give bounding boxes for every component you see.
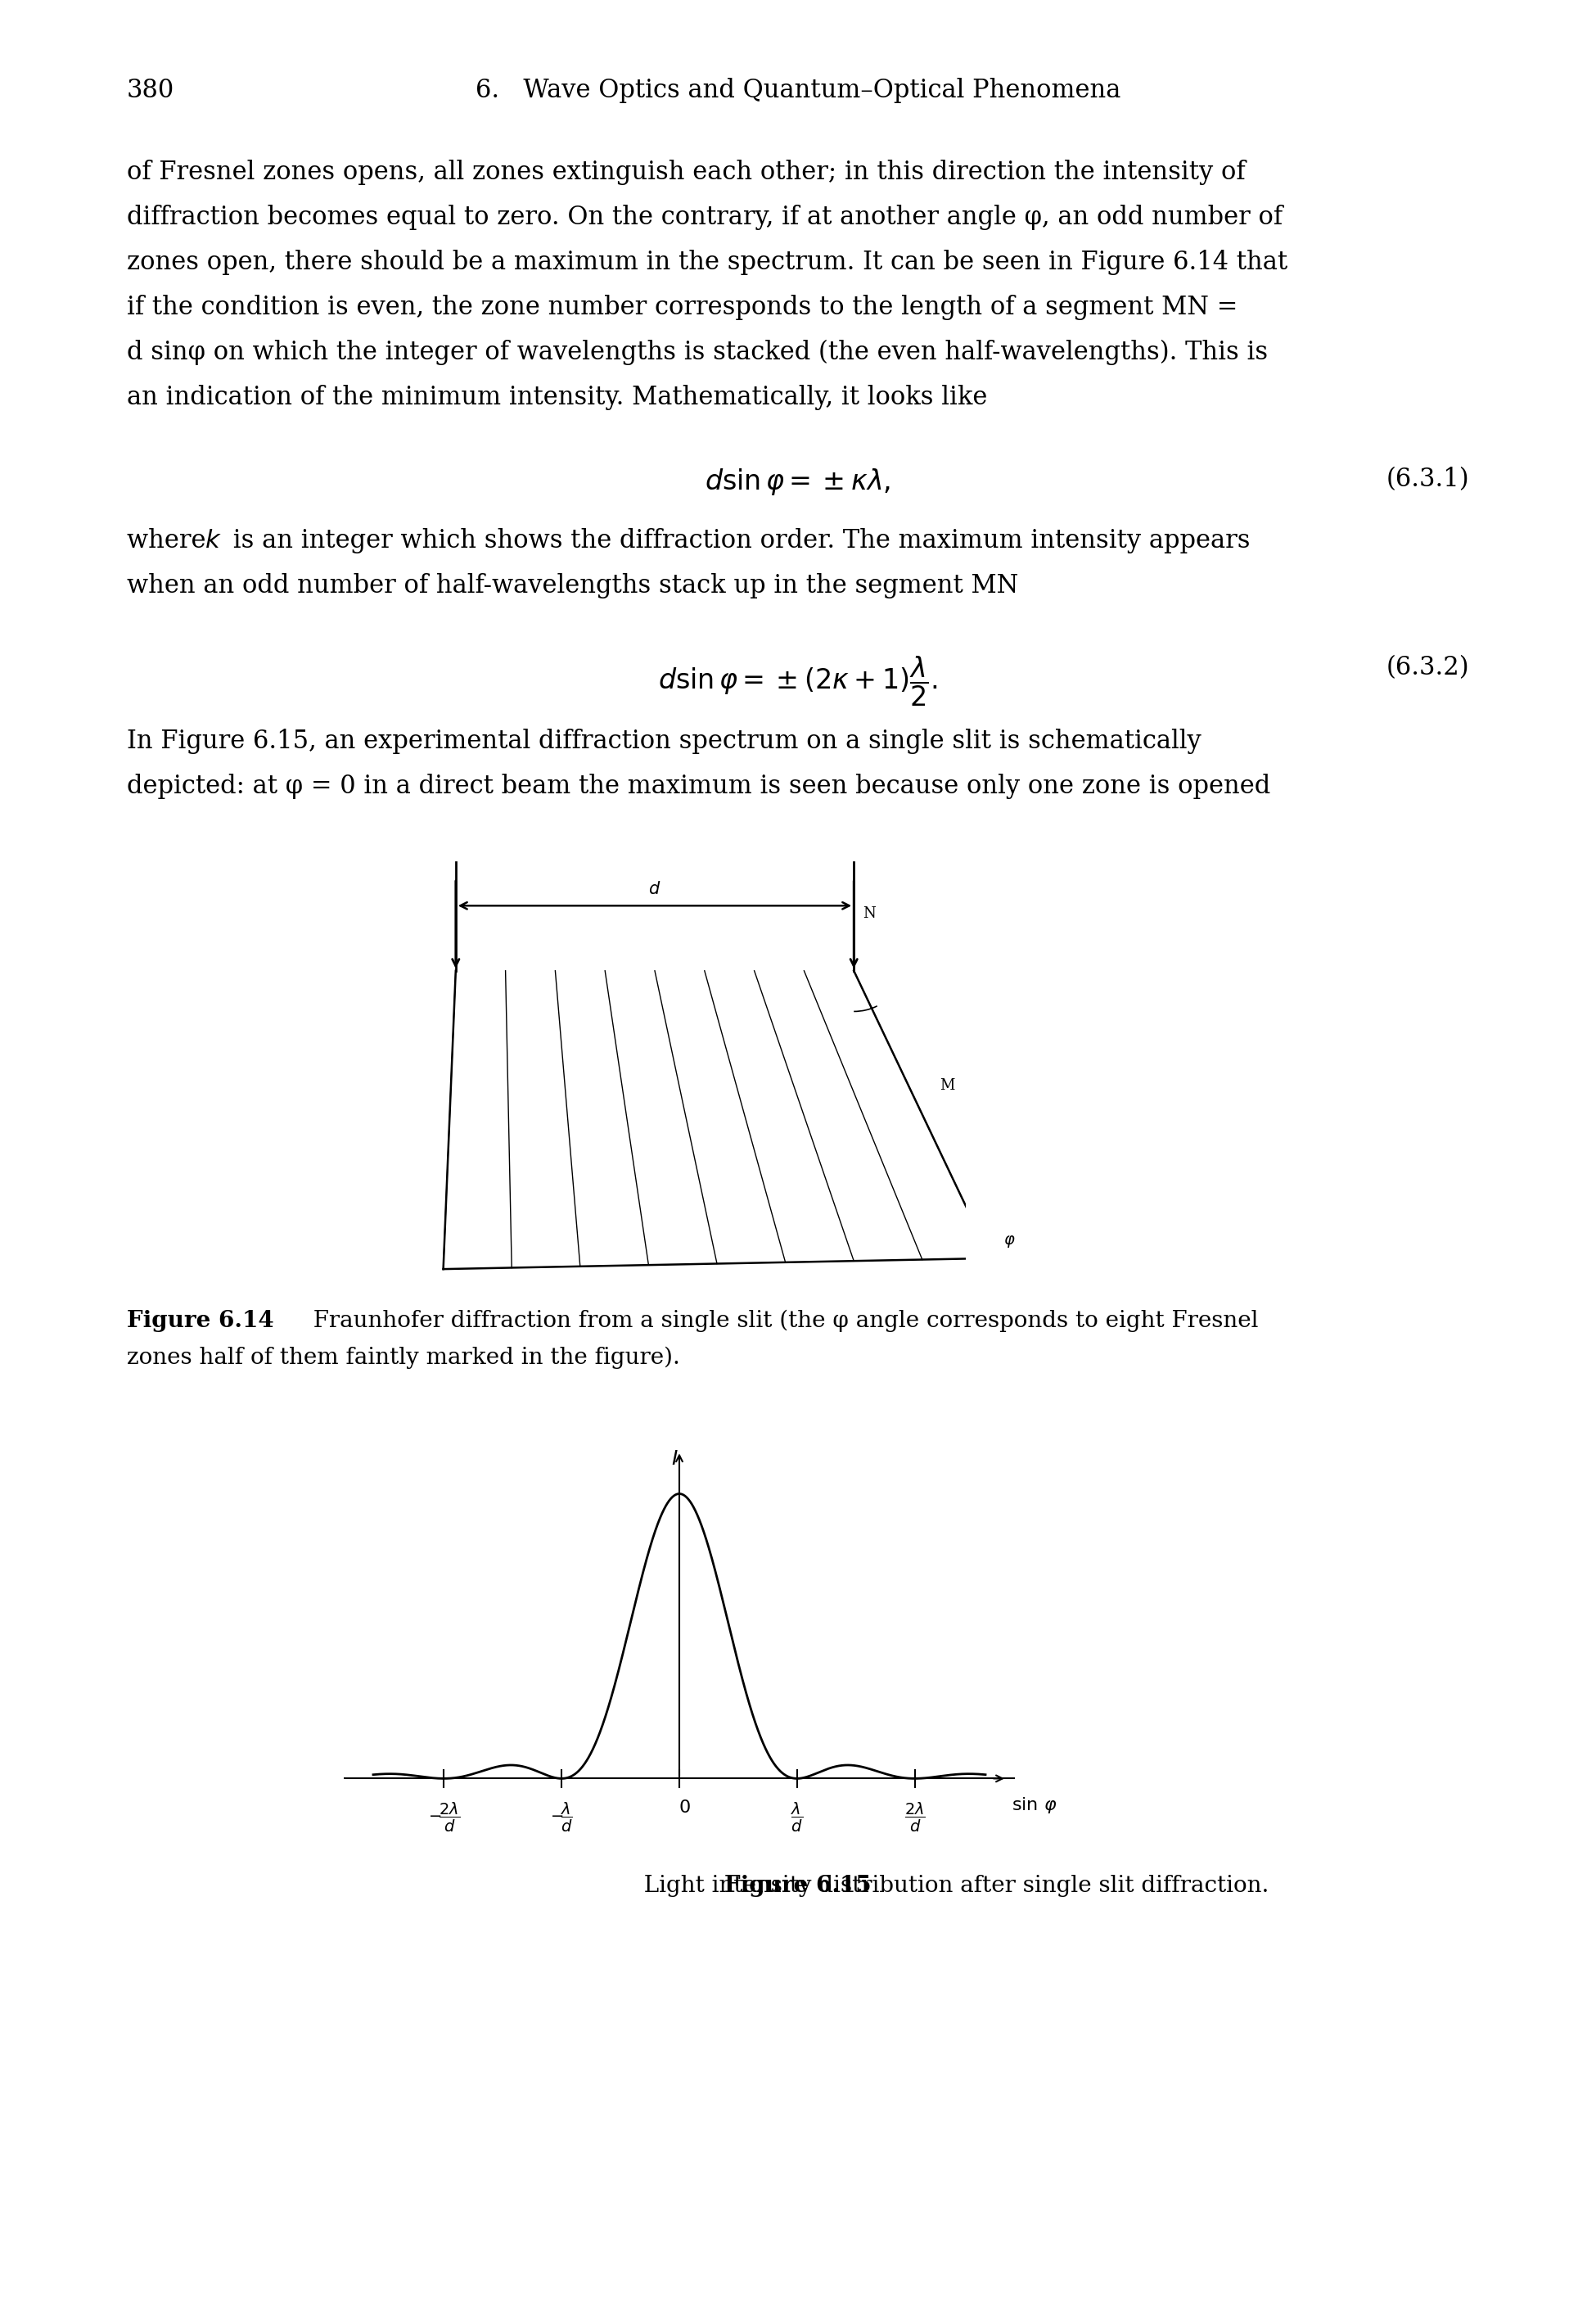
Text: an indication of the minimum intensity. Mathematically, it looks like: an indication of the minimum intensity. … bbox=[126, 385, 988, 411]
Text: M: M bbox=[940, 1079, 954, 1093]
Text: $d\sin\varphi = \pm(2\kappa+1)\dfrac{\lambda}{2}.$: $d\sin\varphi = \pm(2\kappa+1)\dfrac{\la… bbox=[658, 655, 938, 708]
Text: $k$: $k$ bbox=[204, 529, 222, 552]
Text: $d$: $d$ bbox=[648, 882, 661, 898]
Text: if the condition is even, the zone number corresponds to the length of a segment: if the condition is even, the zone numbe… bbox=[126, 295, 1238, 320]
Text: $d\sin\varphi = \pm\kappa\lambda,$: $d\sin\varphi = \pm\kappa\lambda,$ bbox=[705, 467, 891, 497]
Text: N: N bbox=[863, 908, 876, 921]
Text: $I$: $I$ bbox=[672, 1451, 678, 1469]
Text: depicted: at φ = 0 in a direct beam the maximum is seen because only one zone is: depicted: at φ = 0 in a direct beam the … bbox=[126, 773, 1270, 798]
Text: where: where bbox=[126, 529, 214, 552]
Text: Figure 6.15: Figure 6.15 bbox=[725, 1875, 871, 1896]
Text: when an odd number of half-wavelengths stack up in the segment MN: when an odd number of half-wavelengths s… bbox=[126, 573, 1018, 599]
Text: $0$: $0$ bbox=[678, 1799, 691, 1817]
Text: Fraunhofer diffraction from a single slit (the φ angle corresponds to eight Fres: Fraunhofer diffraction from a single sli… bbox=[298, 1309, 1258, 1332]
Text: zones open, there should be a maximum in the spectrum. It can be seen in Figure : zones open, there should be a maximum in… bbox=[126, 251, 1288, 276]
Text: $\dfrac{2\lambda}{d}$: $\dfrac{2\lambda}{d}$ bbox=[905, 1801, 926, 1834]
Text: zones half of them faintly marked in the figure).: zones half of them faintly marked in the… bbox=[126, 1346, 680, 1369]
Text: In Figure 6.15, an experimental diffraction spectrum on a single slit is schemat: In Figure 6.15, an experimental diffract… bbox=[126, 729, 1202, 754]
Text: $-\!\dfrac{2\lambda}{d}$: $-\!\dfrac{2\lambda}{d}$ bbox=[428, 1801, 460, 1834]
Text: $\sin\,\varphi$: $\sin\,\varphi$ bbox=[1012, 1796, 1057, 1815]
Text: 380: 380 bbox=[126, 79, 174, 102]
Text: $-\!\dfrac{\lambda}{d}$: $-\!\dfrac{\lambda}{d}$ bbox=[551, 1801, 573, 1834]
Text: $\dfrac{\lambda}{d}$: $\dfrac{\lambda}{d}$ bbox=[790, 1801, 803, 1834]
Text: 6.   Wave Optics and Quantum–Optical Phenomena: 6. Wave Optics and Quantum–Optical Pheno… bbox=[476, 79, 1120, 102]
Text: diffraction becomes equal to zero. On the contrary, if at another angle φ, an od: diffraction becomes equal to zero. On th… bbox=[126, 204, 1283, 230]
Text: Figure 6.14: Figure 6.14 bbox=[126, 1309, 275, 1332]
Text: (6.3.1): (6.3.1) bbox=[1385, 467, 1470, 492]
Text: d sinφ on which the integer of wavelengths is stacked (the even half-wavelengths: d sinφ on which the integer of wavelengt… bbox=[126, 339, 1267, 364]
Text: $\varphi$: $\varphi$ bbox=[1004, 1235, 1015, 1249]
Text: Light intensity distribution after single slit diffraction.: Light intensity distribution after singl… bbox=[630, 1875, 1269, 1896]
Text: of Fresnel zones opens, all zones extinguish each other; in this direction the i: of Fresnel zones opens, all zones exting… bbox=[126, 160, 1245, 186]
Text: is an integer which shows the diffraction order. The maximum intensity appears: is an integer which shows the diffractio… bbox=[225, 529, 1250, 552]
Text: (6.3.2): (6.3.2) bbox=[1385, 655, 1470, 680]
